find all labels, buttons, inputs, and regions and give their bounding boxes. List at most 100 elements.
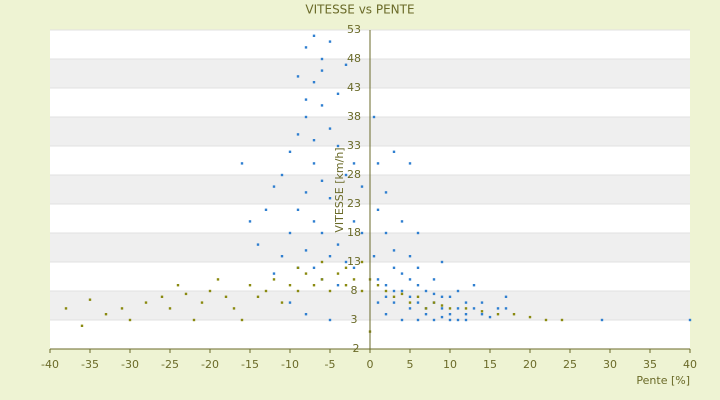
- scatter-point: [480, 301, 484, 304]
- x-tick-label: -25: [161, 358, 179, 371]
- scatter-point: [456, 318, 460, 322]
- scatter-point: [416, 284, 420, 287]
- scatter-point: [464, 313, 468, 316]
- scatter-point: [352, 278, 356, 281]
- scatter-point: [312, 34, 316, 37]
- scatter-point: [416, 295, 420, 298]
- scatter-point: [256, 295, 260, 298]
- scatter-point: [168, 307, 172, 310]
- scatter-point: [272, 278, 276, 281]
- scatter-point: [280, 255, 284, 258]
- scatter-point: [376, 278, 380, 281]
- scatter-point: [496, 307, 500, 310]
- scatter-point: [288, 150, 292, 153]
- scatter-point: [320, 57, 324, 61]
- scatter-point: [280, 301, 284, 304]
- scatter-point: [400, 292, 404, 296]
- scatter-point: [376, 301, 380, 304]
- scatter-point: [312, 284, 316, 287]
- scatter-point: [400, 289, 404, 293]
- scatter-point: [312, 162, 316, 165]
- y-tick-label: 3: [351, 313, 358, 326]
- scatter-point: [384, 289, 388, 293]
- scatter-point: [400, 220, 404, 223]
- scatter-point: [472, 307, 476, 310]
- scatter-point: [240, 318, 244, 322]
- scatter-point: [208, 289, 212, 293]
- x-tick-label: -15: [241, 358, 259, 371]
- scatter-point: [352, 220, 356, 223]
- scatter-point: [336, 284, 340, 287]
- scatter-point: [240, 162, 244, 165]
- scatter-point: [400, 272, 404, 275]
- scatter-point: [456, 289, 460, 293]
- scatter-point: [328, 289, 332, 293]
- scatter-point: [448, 295, 452, 298]
- scatter-point: [408, 301, 412, 304]
- scatter-point: [360, 185, 364, 188]
- scatter-point: [360, 260, 364, 264]
- scatter-point: [504, 307, 508, 310]
- y-tick-label: 18: [347, 226, 361, 239]
- x-tick-label: -30: [121, 358, 139, 371]
- y-tick-label: 23: [347, 197, 361, 210]
- scatter-point: [304, 191, 308, 194]
- y-tick-label: 53: [347, 23, 361, 36]
- scatter-point: [272, 185, 276, 188]
- scatter-point: [344, 173, 348, 177]
- scatter-point: [464, 301, 468, 304]
- chart-title: VITESSE vs PENTE: [305, 3, 414, 17]
- scatter-point: [288, 284, 292, 287]
- scatter-point: [296, 266, 300, 269]
- scatter-point: [264, 289, 268, 293]
- x-tick-label: -40: [41, 358, 59, 371]
- scatter-point: [376, 162, 380, 165]
- scatter-point: [432, 278, 436, 281]
- scatter-point: [392, 295, 396, 298]
- scatter-point: [392, 301, 396, 304]
- scatter-point: [440, 295, 444, 298]
- scatter-point: [176, 284, 180, 287]
- scatter-point: [344, 284, 348, 287]
- scatter-point: [312, 81, 316, 84]
- scatter-point: [408, 162, 412, 165]
- scatter-point: [400, 318, 404, 322]
- scatter-point: [544, 318, 548, 322]
- scatter-point: [464, 307, 468, 310]
- scatter-point: [416, 318, 420, 322]
- scatter-point: [384, 191, 388, 194]
- scatter-point: [432, 292, 436, 296]
- scatter-point: [88, 298, 92, 301]
- scatter-point: [296, 133, 300, 136]
- scatter-point: [384, 313, 388, 316]
- x-tick-label: -10: [281, 358, 299, 371]
- scatter-point: [408, 307, 412, 310]
- scatter-point: [320, 260, 324, 264]
- scatter-point: [600, 318, 604, 322]
- scatter-point: [408, 255, 412, 258]
- scatter-point: [320, 179, 324, 182]
- scatter-point: [372, 255, 376, 258]
- scatter-point: [448, 313, 452, 316]
- scatter-point: [256, 243, 260, 246]
- scatter-point: [504, 295, 508, 298]
- scatter-point: [160, 295, 164, 298]
- x-tick-label: -5: [325, 358, 336, 371]
- scatter-point: [320, 69, 324, 72]
- scatter-point: [392, 249, 396, 252]
- scatter-point: [328, 40, 332, 43]
- scatter-point: [120, 307, 124, 310]
- scatter-point: [360, 289, 364, 293]
- scatter-point: [456, 307, 460, 310]
- x-tick-label: 15: [483, 358, 497, 371]
- scatter-point: [560, 318, 564, 322]
- scatter-point: [424, 313, 428, 316]
- scatter-point: [216, 278, 220, 281]
- scatter-point: [304, 98, 308, 101]
- scatter-point: [336, 272, 340, 275]
- y-tick-label: 13: [347, 255, 361, 268]
- scatter-point: [528, 315, 532, 319]
- scatter-point: [248, 284, 252, 287]
- scatter-point: [264, 208, 268, 211]
